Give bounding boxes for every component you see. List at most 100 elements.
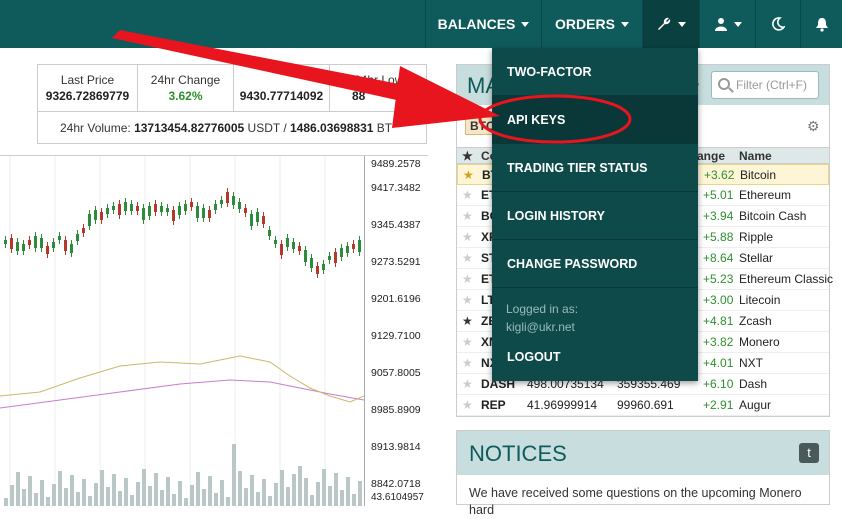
volume-bar <box>268 496 272 506</box>
menu-item-api-keys[interactable]: API KEYS <box>492 96 698 144</box>
price-chart[interactable]: 9489.2578 9417.3482 9345.4387 9273.5291 … <box>0 155 428 506</box>
balances-menu[interactable]: BALANCES <box>425 0 541 48</box>
volume-bar <box>100 470 104 506</box>
twitter-icon[interactable]: t <box>799 443 819 463</box>
volume-bar <box>190 485 194 506</box>
market-name: Bitcoin <box>740 168 777 182</box>
candle-body <box>34 236 37 248</box>
volume-bar <box>322 469 326 506</box>
volume-bar <box>94 483 98 506</box>
candle-body <box>46 246 49 254</box>
volume-bar <box>298 466 302 506</box>
chevron-down-icon <box>678 21 686 27</box>
market-name: Monero <box>739 335 780 349</box>
candle-body <box>64 240 67 251</box>
candle-body <box>334 252 337 263</box>
volume-bar <box>340 490 344 506</box>
star-icon[interactable]: ★ <box>462 149 473 163</box>
volume-bar <box>82 479 86 506</box>
star-icon[interactable]: ★ <box>462 230 473 244</box>
y-tick-label: 9201.6196 <box>371 293 421 305</box>
notifications-button[interactable] <box>800 0 842 48</box>
candle-body <box>232 196 235 205</box>
volume-bar <box>34 493 38 506</box>
menu-item-two-factor[interactable]: TWO-FACTOR AUTHENTICATION <box>492 48 698 127</box>
candle-body <box>328 256 331 260</box>
notice-text: We have received some questions on the u… <box>469 486 802 517</box>
volume-usdt: 13713454.82776005 <box>134 121 245 135</box>
candle-body <box>148 206 151 216</box>
theme-toggle[interactable] <box>755 0 800 48</box>
candle-body <box>304 250 307 262</box>
market-name: NXT <box>739 356 763 370</box>
gear-icon[interactable]: ⚙ <box>807 118 820 134</box>
market-change: +3.62 <box>704 168 735 182</box>
candle-body <box>100 212 103 220</box>
chevron-down-icon <box>620 21 629 27</box>
volume-bar <box>88 496 92 506</box>
column-change[interactable]: ange <box>697 149 726 163</box>
volume-bar <box>208 476 212 506</box>
volume-bar <box>46 497 50 506</box>
market-name: Dash <box>739 377 768 391</box>
menu-item-logout[interactable]: LOGOUT <box>507 350 561 364</box>
candle-body <box>292 242 295 249</box>
star-icon[interactable]: ★ <box>462 335 473 349</box>
star-icon[interactable]: ★ <box>462 293 473 307</box>
candle-body <box>298 246 301 251</box>
star-icon[interactable]: ★ <box>462 272 473 286</box>
market-volume: 99960.691 <box>617 398 674 412</box>
candle-body <box>142 208 145 220</box>
volume-bar <box>196 472 200 506</box>
volume-bar <box>154 473 158 506</box>
market-change: +4.81 <box>703 314 734 328</box>
menu-item-trading-tier[interactable]: TRADING TIER STATUS <box>492 144 698 192</box>
menu-item-change-password[interactable]: CHANGE PASSWORD <box>492 240 698 288</box>
volume-bar <box>352 494 356 506</box>
y-tick-label: 9057.8005 <box>371 367 421 379</box>
volume-bar <box>202 489 206 506</box>
star-icon[interactable]: ★ <box>462 188 473 202</box>
y-tick-label: 9489.2578 <box>371 158 421 170</box>
market-coin: REP <box>481 398 506 412</box>
menu-item-login-history[interactable]: LOGIN HISTORY <box>492 192 698 240</box>
candle-body <box>310 258 313 268</box>
volume-usdt-unit: USDT / <box>247 121 287 135</box>
star-icon[interactable]: ★ <box>462 377 473 391</box>
wrench-icon <box>658 17 671 30</box>
candle-body <box>28 240 31 245</box>
volume-bar <box>142 469 146 506</box>
candle-body <box>106 208 109 214</box>
candle-body <box>118 204 121 215</box>
star-icon[interactable]: ★ <box>462 314 473 328</box>
volume-bar <box>262 479 266 506</box>
star-icon[interactable]: ★ <box>462 356 473 370</box>
star-icon[interactable]: ★ <box>462 209 473 223</box>
y-tick-label: 43.6104957 <box>371 492 424 503</box>
market-name: Ethereum Classic <box>739 272 834 286</box>
candle-body <box>22 244 25 251</box>
star-icon[interactable]: ★ <box>463 168 474 182</box>
last-price-label: Last Price <box>60 73 115 87</box>
account-menu[interactable] <box>699 0 755 48</box>
candle-body <box>124 202 127 211</box>
market-change: +6.10 <box>703 377 734 391</box>
market-row[interactable]: ★ REP 41.96999914 99960.691 +2.91 Augur <box>457 395 829 416</box>
volume-bar <box>10 485 14 506</box>
notices-title: NOTICES <box>469 441 567 466</box>
volume-btc-unit: BT <box>376 121 393 135</box>
candle-body <box>40 238 43 248</box>
star-icon[interactable]: ★ <box>462 398 473 412</box>
star-icon[interactable]: ★ <box>462 251 473 265</box>
candle-body <box>244 208 247 213</box>
market-filter-input[interactable]: Filter (Ctrl+F) <box>711 71 819 99</box>
candle-body <box>76 234 79 241</box>
tools-menu[interactable] <box>642 0 699 48</box>
candle-body <box>352 244 355 249</box>
volume-bar <box>112 474 116 506</box>
candle-body <box>280 244 283 255</box>
last-price-stat: Last Price 9326.72869779 <box>38 65 138 111</box>
column-name[interactable]: Name <box>739 149 772 163</box>
market-name: Ethereum <box>739 188 792 202</box>
orders-menu[interactable]: ORDERS <box>541 0 642 48</box>
